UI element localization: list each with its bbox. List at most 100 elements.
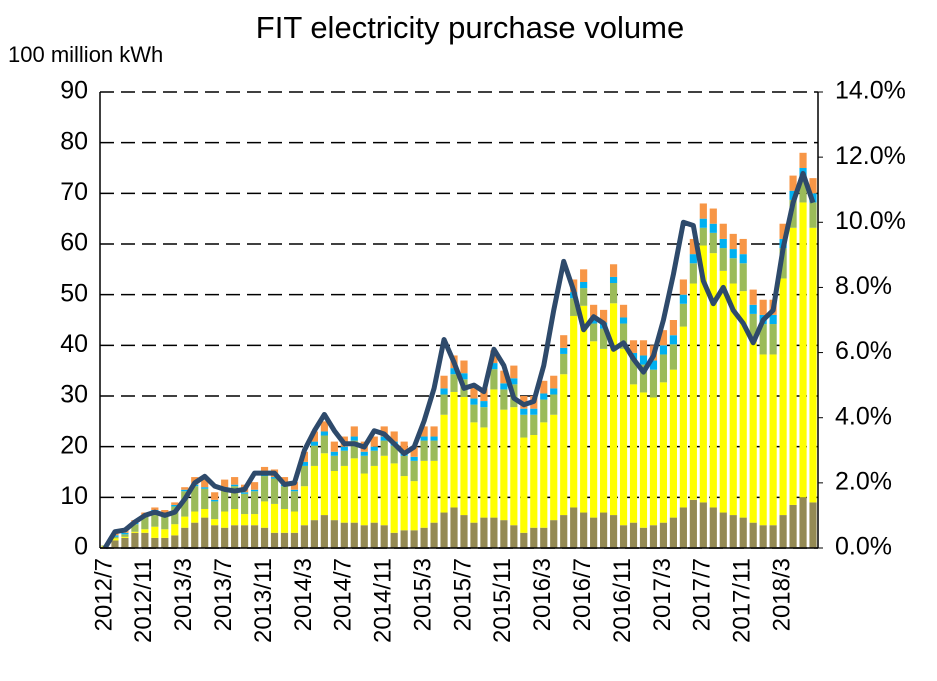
x-tick-label: 2015/3: [409, 558, 436, 631]
bar-segment: [510, 525, 518, 548]
bar-segment: [560, 374, 568, 516]
y2-tick-label: 4.0%: [835, 402, 892, 430]
bar-segment: [570, 298, 578, 316]
bar-segment: [231, 525, 239, 548]
bar-segment: [330, 441, 338, 452]
bar-segment: [659, 522, 668, 548]
bar-segment: [390, 532, 398, 548]
bar-segment: [201, 517, 209, 548]
bar-segment: [749, 341, 757, 523]
bar-segment: [560, 335, 568, 348]
bar-segment: [350, 522, 358, 548]
bar-segment: [669, 517, 677, 548]
bar-segment: [629, 359, 638, 385]
bar-segment: [191, 486, 199, 512]
x-tick-label: 2013/11: [250, 558, 277, 643]
bar-segment: [330, 455, 338, 471]
bar-segment: [600, 309, 608, 323]
bar-segment: [699, 227, 707, 246]
bar-segment: [300, 461, 309, 466]
bar-segment: [410, 446, 418, 457]
bar-segment: [310, 465, 318, 521]
bar-segment: [330, 520, 338, 548]
bar-segment: [759, 324, 767, 355]
x-tick-label: 2015/7: [449, 558, 476, 631]
bar-segment: [510, 407, 518, 526]
bar-segment: [759, 525, 767, 548]
bar-segment: [260, 476, 269, 502]
bar-segment: [600, 512, 608, 548]
bar-segment: [560, 515, 568, 548]
bar-segment: [161, 537, 169, 548]
bar-segment: [609, 283, 618, 304]
y-tick-label: 80: [60, 127, 88, 155]
bar-segment: [241, 492, 249, 494]
bar-segment: [520, 437, 528, 533]
bar-segment: [470, 385, 478, 399]
bar-segment: [639, 392, 648, 528]
bar-segment: [729, 258, 737, 284]
bar-segment: [480, 401, 488, 408]
bar-segment: [699, 245, 707, 503]
bar-segment: [340, 450, 348, 466]
bar-segment: [520, 408, 528, 415]
bar-segment: [749, 522, 757, 548]
bar-segment: [221, 511, 229, 528]
bar-segment: [181, 527, 189, 548]
bar-segment: [350, 458, 358, 523]
bar-segment: [171, 506, 179, 525]
bar-segment: [749, 304, 757, 314]
bar-segment: [619, 525, 628, 548]
bar-segment: [300, 486, 309, 526]
bar-segment: [290, 491, 299, 512]
bar-segment: [769, 314, 777, 325]
bar-segment: [440, 512, 448, 548]
bar-segment: [679, 294, 687, 304]
bar-segment: [590, 304, 598, 318]
bar-segment: [450, 368, 458, 375]
bar-segment: [649, 525, 658, 548]
bar-segment: [490, 369, 498, 390]
chart-title: FIT electricity purchase volume: [256, 10, 684, 45]
bar-segment: [659, 354, 668, 383]
bar-segment: [639, 355, 648, 365]
bar-segment: [231, 477, 239, 485]
bar-segment: [360, 473, 368, 526]
y-tick-label: 90: [60, 77, 88, 105]
bar-segment: [590, 341, 598, 518]
y-tick-label: 70: [60, 178, 88, 206]
bar-segment: [500, 409, 508, 521]
bar-segment: [500, 370, 508, 384]
bar-segment: [340, 446, 348, 451]
bar-segment: [320, 435, 328, 454]
bar-segment: [679, 507, 687, 548]
bar-segment: [191, 522, 199, 548]
bar-segment: [460, 515, 468, 548]
bar-segment: [370, 465, 378, 523]
bar-segment: [689, 254, 697, 264]
bar-segment: [241, 493, 249, 515]
bar-segment: [231, 508, 239, 526]
bar-segment: [490, 389, 498, 518]
bar-segment: [550, 414, 558, 521]
x-tick-label: 2015/11: [489, 558, 516, 643]
bar-segment: [111, 538, 119, 541]
y2-tick-label: 10.0%: [835, 207, 906, 235]
bar-segment: [619, 304, 628, 318]
bar-segment: [600, 328, 608, 349]
bar-segment: [709, 208, 717, 224]
bar-segment: [769, 354, 777, 526]
bar-segment: [290, 532, 299, 548]
bar-segment: [759, 354, 767, 526]
bar-segment: [580, 288, 588, 306]
bar-segment: [639, 527, 648, 548]
bar-segment: [609, 276, 618, 284]
bar-segment: [609, 515, 618, 548]
bar-segment: [500, 389, 508, 410]
bar-segment: [221, 479, 229, 488]
x-tick-label: 2018/3: [768, 558, 795, 631]
bar-segment: [719, 248, 727, 271]
bar-segment: [450, 507, 458, 548]
bar-segment: [430, 522, 438, 548]
bar-segment: [260, 527, 269, 548]
